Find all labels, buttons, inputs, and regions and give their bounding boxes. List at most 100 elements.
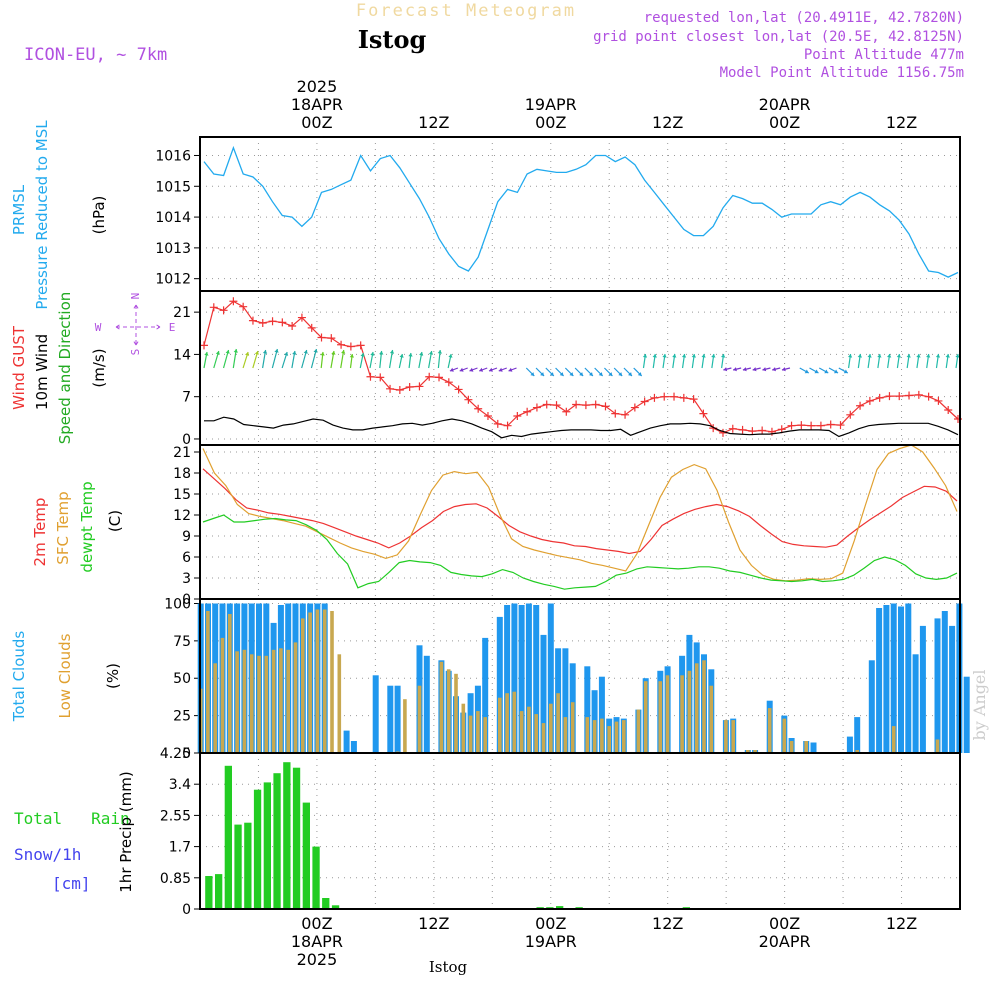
top-tick-label: 18APR bbox=[291, 95, 343, 114]
low-clouds-label: Low Clouds bbox=[56, 633, 74, 718]
wind-arrow-head bbox=[370, 352, 375, 356]
wind-arrow-head bbox=[498, 367, 503, 372]
footer-location: Istog bbox=[429, 958, 468, 976]
total-cloud-bar bbox=[846, 736, 853, 753]
low-cloud-bar bbox=[527, 706, 531, 753]
wind-arrow-head bbox=[781, 367, 786, 372]
wind-arrow-head bbox=[408, 353, 413, 357]
gust-marker bbox=[689, 395, 698, 404]
compass-arrows bbox=[115, 304, 161, 346]
low-cloud-bar bbox=[498, 697, 502, 753]
wind-arrow-head bbox=[711, 354, 716, 358]
rain-bar bbox=[244, 822, 252, 909]
low-cloud-bar bbox=[330, 611, 334, 753]
rain-bar bbox=[302, 802, 310, 909]
total-cloud-bar bbox=[868, 660, 875, 753]
wind-arrow-head bbox=[804, 369, 809, 374]
gust-marker bbox=[376, 373, 385, 382]
wind-arrow-head bbox=[215, 351, 220, 355]
bottom-tick-label: 12Z bbox=[418, 914, 449, 933]
gust-marker bbox=[474, 404, 483, 413]
y-tick-label: 1.7 bbox=[169, 840, 191, 856]
low-cloud-bar bbox=[271, 649, 276, 753]
wind-arrow-head bbox=[303, 350, 308, 354]
wind-arrow-head bbox=[320, 352, 325, 356]
y-tick-label: 1015 bbox=[155, 179, 191, 195]
total-cloud-bar bbox=[963, 676, 970, 753]
low-cloud-bar bbox=[636, 709, 641, 753]
wind-arrow-head bbox=[848, 354, 853, 358]
gust-marker bbox=[738, 425, 747, 434]
top-tick-label: 00Z bbox=[535, 113, 566, 132]
wind-arrow-head bbox=[262, 350, 268, 354]
y-tick-label: 6 bbox=[182, 550, 191, 566]
low-cloud-bar bbox=[242, 649, 247, 753]
gust-marker bbox=[650, 393, 659, 402]
wind-arrow-head bbox=[540, 372, 545, 376]
gust-marker bbox=[591, 400, 600, 409]
watermark: by Angel bbox=[970, 669, 989, 740]
low-cloud-bar bbox=[556, 693, 560, 753]
gust-marker bbox=[718, 428, 727, 437]
top-tick-label: 12Z bbox=[418, 113, 449, 132]
total-cloud-bar bbox=[372, 675, 379, 753]
wind-arrow-head bbox=[459, 367, 464, 372]
wind-arrow-head bbox=[579, 372, 584, 376]
low-cloud-bar bbox=[563, 717, 568, 753]
gust-marker bbox=[493, 419, 502, 428]
gust-marker bbox=[483, 412, 492, 421]
wind-arrow-head bbox=[449, 367, 454, 372]
low-cloud-bar bbox=[476, 711, 480, 753]
gust-marker bbox=[601, 402, 610, 411]
low-cloud-bar bbox=[461, 703, 466, 753]
total-cloud-bar bbox=[898, 606, 904, 753]
bottom-tick-label: 12Z bbox=[886, 914, 917, 933]
low-cloud-bar bbox=[855, 750, 859, 753]
wind-arrow-head bbox=[742, 367, 747, 372]
product-title: Forecast Meteogram bbox=[356, 1, 576, 21]
bottom-tick-label: 00Z bbox=[301, 914, 332, 933]
rain-label: Total Rain bbox=[14, 809, 130, 828]
total-cloud-bar bbox=[518, 605, 525, 753]
gust-marker bbox=[278, 318, 287, 327]
y-tick-label: 1016 bbox=[155, 148, 191, 164]
gust-marker bbox=[670, 392, 679, 401]
low-cloud-bar bbox=[235, 651, 239, 753]
pressure-label-2: Pressure Reduced to MSL bbox=[33, 120, 51, 310]
wind-arrow-head bbox=[701, 354, 706, 358]
y-tick-label: 4.25 bbox=[160, 746, 191, 762]
gust-marker bbox=[581, 401, 590, 410]
wind-arrow-head bbox=[652, 354, 657, 358]
gust-marker bbox=[317, 333, 326, 342]
rain-bar bbox=[556, 906, 564, 909]
gust-marker bbox=[748, 427, 757, 436]
gust-marker bbox=[464, 395, 473, 404]
gust-marker bbox=[248, 316, 257, 325]
rain-bar bbox=[205, 876, 213, 909]
rain-bar bbox=[253, 789, 262, 909]
gust-marker bbox=[209, 303, 218, 312]
gust-marker bbox=[758, 426, 767, 435]
total-cloud-bar bbox=[394, 685, 401, 753]
wind-arrow-head bbox=[569, 372, 574, 376]
sfc-temp-label: SFC Temp bbox=[54, 491, 72, 564]
total-cloud-bar bbox=[949, 625, 956, 753]
wind-arrow-head bbox=[204, 352, 209, 356]
total-cloud-bar bbox=[890, 603, 897, 753]
gust-marker bbox=[405, 383, 414, 392]
total-cloud-bar bbox=[905, 603, 912, 753]
location-title: Istog bbox=[358, 25, 427, 54]
gust-marker bbox=[552, 401, 561, 410]
low-cloud-bar bbox=[665, 675, 670, 753]
low-cloud-bar bbox=[439, 661, 444, 753]
total-cloud-bar bbox=[854, 717, 861, 753]
low-cloud-bar bbox=[592, 720, 597, 753]
wind-arrow-head bbox=[608, 372, 613, 376]
rain-bar bbox=[234, 824, 242, 909]
low-cloud-bar bbox=[731, 720, 735, 753]
wind-arrow-head bbox=[916, 354, 921, 358]
wind-arrow-head bbox=[955, 354, 960, 358]
wind-arrow-head bbox=[428, 351, 434, 355]
gust-marker bbox=[415, 382, 424, 391]
wind-arrow-head bbox=[292, 351, 297, 355]
